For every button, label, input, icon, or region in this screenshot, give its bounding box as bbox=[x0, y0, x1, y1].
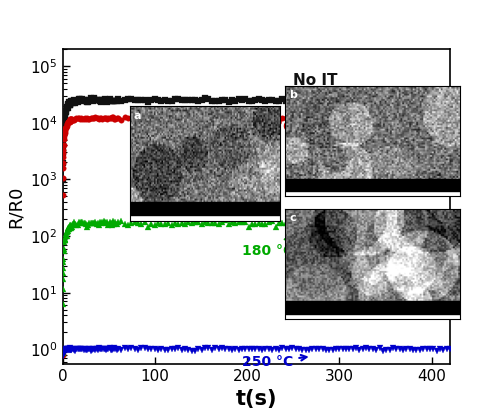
Bar bbox=[130, 202, 280, 216]
Bar bbox=[285, 179, 460, 191]
Text: c: c bbox=[290, 213, 296, 223]
Text: a: a bbox=[134, 111, 141, 121]
X-axis label: t(s): t(s) bbox=[236, 389, 277, 409]
Bar bbox=[285, 301, 460, 314]
Y-axis label: R/R0: R/R0 bbox=[6, 185, 25, 228]
Text: b: b bbox=[290, 90, 297, 100]
Text: 250 °C: 250 °C bbox=[242, 355, 306, 369]
Text: 180 °C: 180 °C bbox=[242, 225, 306, 258]
Text: 120 °C: 120 °C bbox=[242, 118, 294, 134]
Text: No IT: No IT bbox=[293, 73, 338, 88]
